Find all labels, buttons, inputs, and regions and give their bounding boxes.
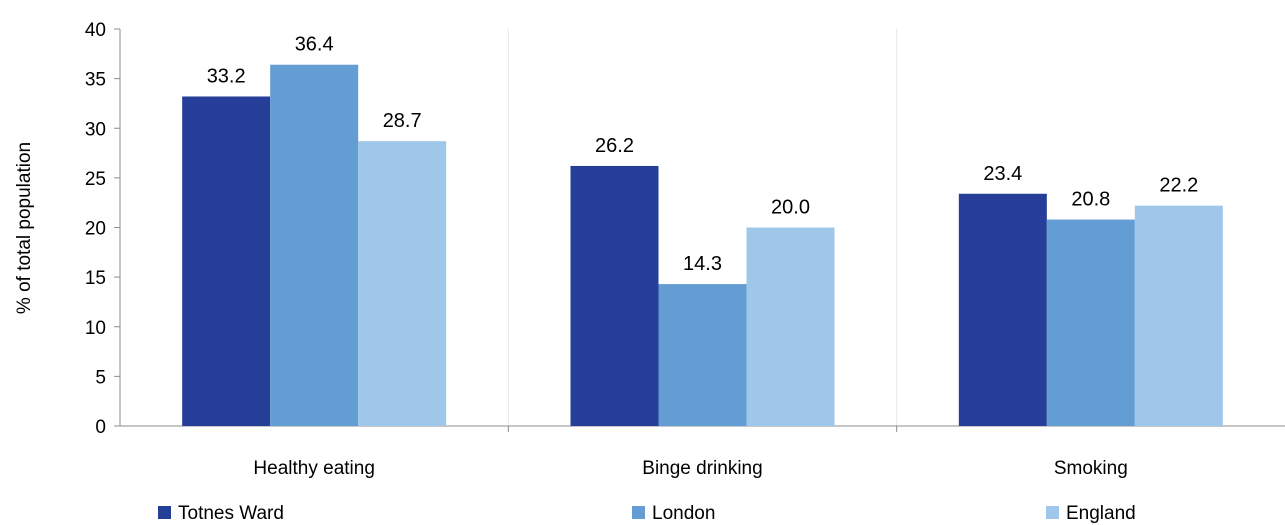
bar-london-smoking [1046,219,1135,426]
data-label: 14.3 [683,253,722,275]
bar-england-binge-drinking [746,227,835,426]
data-label: 20.8 [1071,189,1110,211]
y-tick-label: 25 [85,169,106,190]
data-label: 22.2 [1159,175,1198,197]
y-tick-label: 20 [85,219,106,240]
y-tick-label: 0 [95,417,106,438]
data-label: 28.7 [383,110,422,132]
x-tick-label: Smoking [1054,458,1128,479]
legend-swatch [158,506,171,519]
data-label: 33.2 [207,65,246,87]
bar-totnes-ward-healthy-eating [182,96,271,427]
legend-item-london: London [632,503,715,524]
legend-label: London [652,503,715,524]
data-label: 20.0 [771,197,810,219]
y-tick-label: 5 [95,367,106,388]
data-label: 36.4 [295,34,334,56]
legend-item-totnes-ward: Totnes Ward [158,503,284,524]
bar-totnes-ward-smoking [958,193,1047,426]
y-tick-label: 40 [85,20,106,41]
legend-swatch [632,506,645,519]
bar-totnes-ward-binge-drinking [570,165,659,426]
label-layer: 33.2 36.4 28.7 26.2 14.3 20.0 23.4 20.8 22.2 [207,34,1199,275]
grid-layer [507,29,898,426]
y-axis-label: % of total population [14,142,35,314]
y-tick-label: 15 [85,268,106,289]
x-tick-label: Binge drinking [642,458,762,479]
data-label: 23.4 [983,163,1022,185]
y-tick-label: 10 [85,318,106,339]
legend-swatch [1046,506,1059,519]
y-tick-label: 35 [85,70,106,91]
legend: Totnes Ward London England [158,503,1136,524]
bar-london-healthy-eating [270,64,359,426]
bar-england-healthy-eating [358,141,447,426]
x-tick-label: Healthy eating [253,458,374,479]
legend-item-england: England [1046,503,1136,524]
data-label: 26.2 [595,135,634,157]
bar-england-smoking [1134,205,1223,426]
axis-layer: 0 5 10 15 20 25 30 35 40 Healthy eating Binge drin… [85,20,1285,479]
y-tick-label: 30 [85,119,106,140]
bar-london-binge-drinking [658,284,747,426]
legend-label: England [1066,503,1136,524]
legend-label: Totnes Ward [178,503,284,524]
bar-layer [182,64,1223,427]
